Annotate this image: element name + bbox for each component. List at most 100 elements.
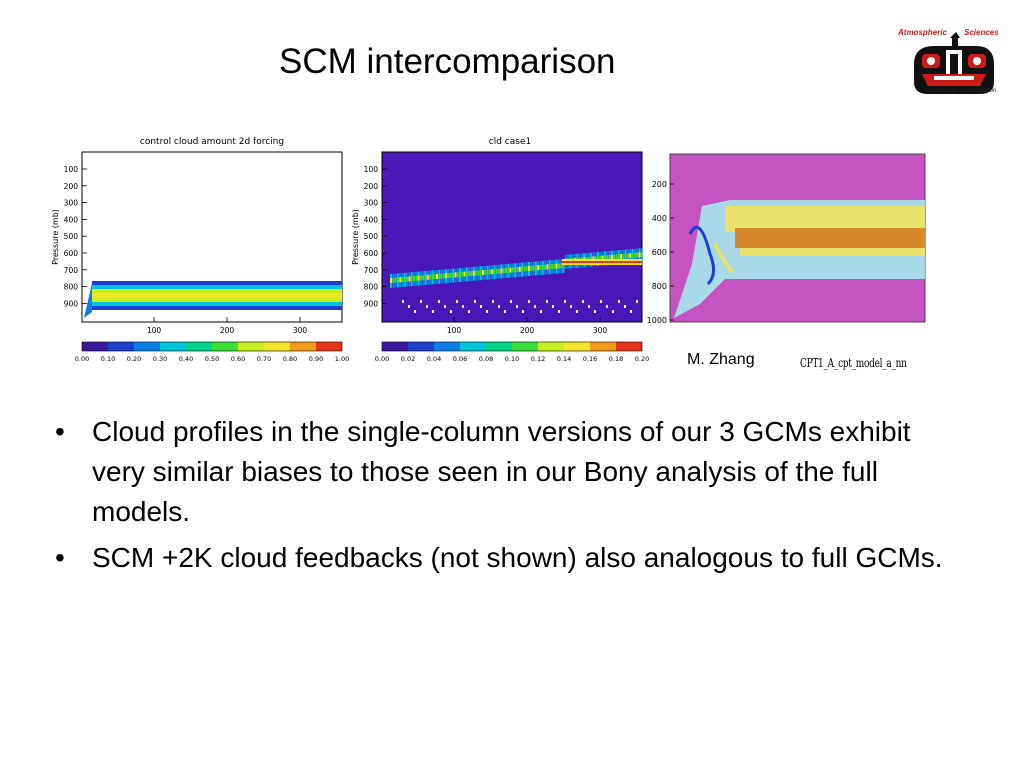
cloud-core (406, 276, 409, 282)
speckle (594, 310, 596, 313)
cloud-core (442, 273, 445, 279)
speckle (480, 305, 482, 308)
speckle (636, 300, 638, 303)
y-tick-label: 600 (364, 249, 379, 258)
colorbar-tick-label: 0.30 (153, 355, 167, 363)
colorbar-tick-label: 0.70 (257, 355, 271, 363)
colorbar-swatch (316, 342, 342, 351)
cloud-core (599, 255, 602, 261)
cloud-core (557, 263, 560, 269)
speckle (486, 310, 488, 313)
y-tick-label: 200 (364, 182, 379, 191)
colorbar-swatch (160, 342, 186, 351)
cloud-core (454, 272, 457, 278)
colorbar-tick-label: 0.20 (127, 355, 141, 363)
cloud-core (392, 277, 395, 283)
bullet-list: • Cloud profiles in the single-column ve… (52, 412, 952, 584)
cloud-core (631, 253, 634, 258)
spinup-wedge (84, 283, 92, 318)
bullet-marker: • (55, 416, 65, 447)
cloud-core (396, 277, 399, 283)
bullet-marker: • (55, 542, 65, 573)
colorbar-tick-label: 0.08 (479, 355, 493, 363)
y-axis-label: Pressure (mb) (351, 209, 360, 265)
cloud-core (624, 253, 627, 259)
cloud-core (429, 274, 432, 280)
colorbar-tick-label: 0.90 (309, 355, 323, 363)
cloud-core (410, 276, 413, 282)
speckle (540, 310, 542, 313)
speckle (606, 305, 608, 308)
cloud-core (408, 276, 411, 282)
colorbar-tick-label: 0.16 (583, 355, 597, 363)
cloud-core (438, 273, 441, 279)
cloud-core (419, 275, 422, 281)
speckle (600, 300, 602, 303)
speckle (516, 305, 518, 308)
y-tick-label: 400 (364, 215, 379, 224)
cloud-core (548, 264, 551, 270)
colorbar-tick-label: 0.40 (179, 355, 193, 363)
colorbar-tick-label: 1.00 (335, 355, 349, 363)
bullet-item: • SCM +2K cloud feedbacks (not shown) al… (52, 538, 952, 578)
colorbar-tick-label: 0.06 (453, 355, 467, 363)
colorbar-swatch (538, 342, 564, 351)
cloud-core (468, 271, 471, 277)
cloud-core (620, 254, 622, 259)
colorbar-swatch (186, 342, 212, 351)
cloud-core (500, 268, 503, 274)
cloud-core (417, 275, 420, 281)
cloud-core (626, 253, 629, 259)
cloud-core (518, 266, 521, 272)
y-tick-label: 800 (364, 283, 379, 292)
colorbar-swatch (290, 342, 316, 351)
colorbar-swatch (460, 342, 486, 351)
colorbar-swatch (512, 342, 538, 351)
cloud-core (415, 275, 418, 281)
speckle (558, 310, 560, 313)
speckle (474, 300, 476, 303)
cloud-band (92, 285, 342, 289)
cloud-core (525, 266, 528, 272)
cloud-core (594, 256, 597, 262)
cloud-core (534, 265, 537, 271)
cloud-core (447, 273, 450, 278)
cloud-core (539, 265, 542, 270)
cloud-core (601, 255, 604, 261)
cloud-core (470, 271, 473, 276)
cloud-core (505, 268, 507, 273)
colorbar-swatch (134, 342, 160, 351)
x-tick-label: 100 (147, 326, 162, 335)
colorbar-swatch (264, 342, 290, 351)
speckle (588, 305, 590, 308)
plot-area (381, 151, 643, 323)
speckle (528, 300, 530, 303)
cloud-core (461, 271, 464, 277)
x-tick-label: 100 (447, 326, 462, 335)
logo-emblem-icon (914, 32, 994, 94)
y-tick-label: 700 (64, 266, 79, 275)
logo-left-text: Atmospheric (898, 28, 947, 37)
cloud-core (521, 266, 524, 272)
cloud-core (486, 269, 489, 275)
bullet-text: SCM +2K cloud feedbacks (not shown) also… (92, 542, 943, 573)
y-tick-label: 400 (64, 215, 79, 224)
speckle (450, 310, 452, 313)
cloud-core (546, 264, 549, 270)
cloud-core (472, 270, 475, 276)
bullet-item: • Cloud profiles in the single-column ve… (52, 412, 952, 532)
y-tick-label: 1000 (647, 316, 667, 325)
cloud-core (638, 252, 641, 258)
cloud-core (403, 276, 406, 282)
y-tick-label: 900 (64, 299, 79, 308)
colorbar-swatch (434, 342, 460, 351)
cloud-core (436, 274, 438, 279)
colorbar-swatch (486, 342, 512, 351)
speckle (456, 300, 458, 303)
cloud-core (463, 271, 466, 277)
y-tick-label: 800 (64, 283, 79, 292)
colorbar-swatch (82, 342, 108, 351)
cloud-core (553, 263, 556, 269)
y-tick-label: 100 (364, 165, 379, 174)
cloud-core (606, 255, 609, 261)
